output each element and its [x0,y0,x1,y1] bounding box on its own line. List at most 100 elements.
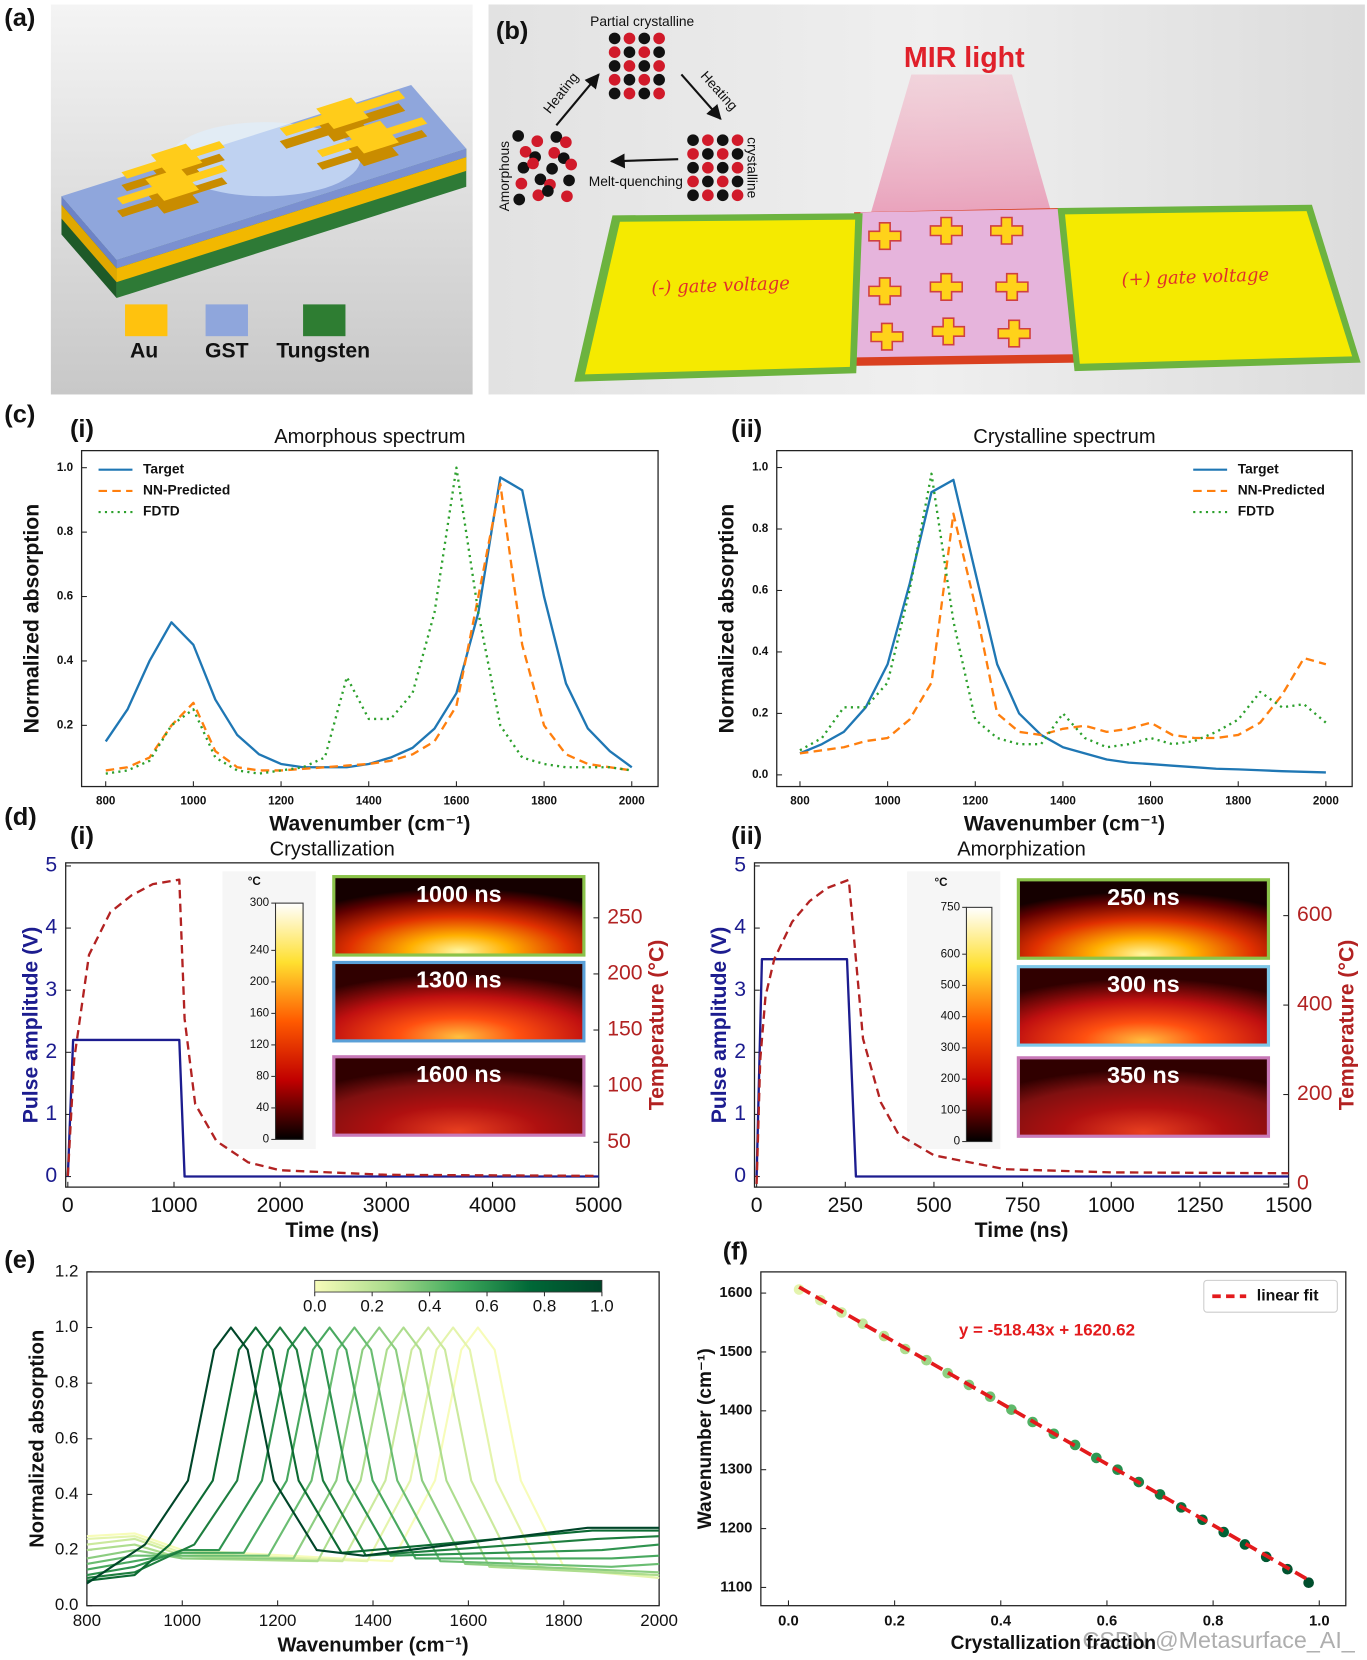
atom [716,189,729,202]
x-tick-label: 0 [62,1194,74,1217]
x-tick-label: 750 [1005,1194,1040,1217]
chart: 0.0 0.2 0.4 0.6 0.8 1.0 1100 1200 1300 1400 1500 16… [695,1271,1347,1654]
arrow [680,73,722,121]
atom [623,46,636,59]
atom [687,148,699,160]
x-tick-label: 0.2 [884,1614,905,1630]
atom [531,135,544,148]
atom [550,131,563,143]
panel-label: (c) [4,400,35,428]
colorbar-unit: °C [934,876,948,889]
colorbar-tick-label: 500 [941,978,961,991]
atom [731,161,744,174]
heat-map [332,875,586,957]
y2-tick-label: 200 [1297,1082,1332,1105]
series-line [66,1038,599,1178]
colorbar-tick-label: 0.2 [360,1296,384,1315]
atom [534,173,547,186]
colorbar-tick-label: 0 [954,1135,961,1148]
sub-label: (ii) [731,822,762,850]
series-line [86,1326,660,1577]
y2-tick-label: 0 [1297,1172,1309,1195]
x-tick-label: 1400 [1050,794,1076,807]
phase-label: Melt-quenching [589,174,683,189]
x-tick-label: 1000 [180,794,206,807]
legend-swatch-au [125,304,168,337]
pad-left [584,219,856,375]
chart: Crystalline spectrum (ii) 800 1000 1200 1400 1… [716,415,1353,835]
y2-tick-label: 100 [607,1074,642,1097]
glow [169,122,361,197]
heat-map-label: 1300 ns [416,967,502,993]
atom [702,189,714,202]
x-tick-label: 1400 [356,794,382,807]
y2-tick-label: 400 [1297,993,1332,1016]
y-tick-label: 3 [734,978,746,1001]
heat-map [332,960,586,1043]
colorbar-tick-label: 160 [250,1006,270,1019]
colorbar-tick-label: 600 [941,947,961,960]
heat-map-label: 350 ns [1107,1062,1180,1088]
colorbar-tick-label: 400 [941,1010,961,1023]
arrow [609,153,679,169]
series-line [86,1326,660,1568]
y-tick-label: 0.6 [57,590,74,603]
light-beam [871,74,1052,213]
y-axis-label: Pulse amplitude (V) [708,927,731,1124]
pad-label: (+) gate voltage [1121,264,1269,290]
y-axis-label: Pulse amplitude (V) [19,927,42,1124]
plot-frame [760,1271,1347,1607]
atom [608,87,621,100]
legend-label: Target [1238,461,1279,476]
x-tick-label: 1600 [443,794,469,807]
atom [731,189,744,202]
chart-title: Crystalline spectrum [973,426,1155,448]
au-left [61,204,117,283]
colorbar-tick-label: 0.0 [303,1296,327,1315]
x-tick-label: 1800 [531,794,557,807]
atom [608,46,621,59]
series-line [86,1326,660,1577]
colorbar-tick-label: 750 [941,900,961,913]
heat-map-label: 1000 ns [416,881,502,907]
y-axis-label: Normalized absorption [716,504,739,734]
x-tick-label: 1250 [1176,1194,1223,1217]
legend-label: GST [205,340,249,363]
meta-atom [929,272,963,301]
atom [638,32,651,45]
y-axis-label: Normalized absorption [20,504,43,734]
series-line [86,1326,660,1579]
light-label: MIR light [904,42,1025,74]
x-tick-label: 1000 [875,794,901,807]
atom [716,148,729,160]
colorbar-tick-label: 80 [256,1069,269,1082]
series-line [799,512,1327,755]
heat-map-label: 1600 ns [416,1061,502,1087]
atom [716,134,729,146]
y-tick-label: 4 [734,916,746,939]
scatter-point [1303,1577,1314,1589]
atom [638,73,651,86]
colorbar-tick-label: 100 [941,1103,961,1116]
series-line [86,1326,660,1579]
panel-label: (f) [723,1238,748,1266]
pad-right [1064,211,1353,364]
y-tick-label: 1500 [719,1344,752,1360]
y2-tick-label: 250 [607,905,642,928]
legend-label: FDTD [1238,504,1275,519]
x-tick-label: 5000 [575,1194,622,1217]
meta-atom [868,222,902,251]
x-tick-label: 0.8 [1203,1614,1224,1630]
x-axis-label: Wavenumber (cm⁻¹) [964,812,1165,835]
sub-label: (i) [70,822,94,850]
legend-label: FDTD [143,504,180,519]
y-tick-label: 2 [45,1040,57,1063]
lattices [512,32,744,206]
atom [653,87,665,100]
colorbar-tick-label: 0.4 [418,1296,442,1315]
chart-title: Crystallization [270,838,395,860]
y-tick-label: 1 [45,1102,57,1125]
series-line [104,476,633,769]
legend-label: Tungsten [276,340,370,363]
